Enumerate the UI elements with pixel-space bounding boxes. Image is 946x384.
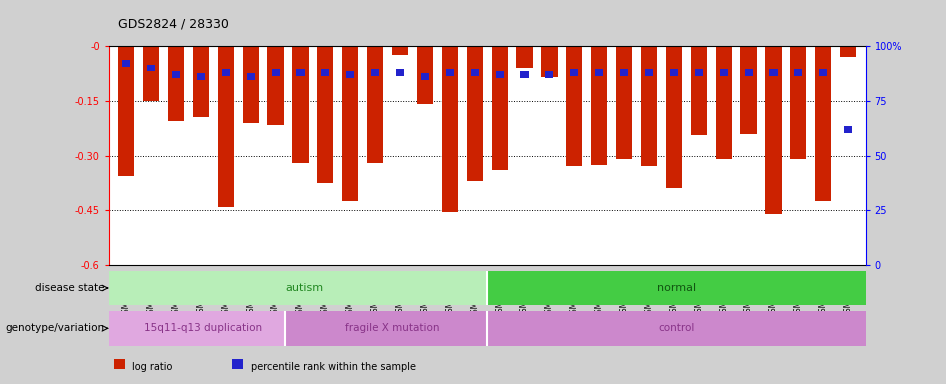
Bar <box>790 46 806 159</box>
Bar <box>520 71 529 78</box>
Bar <box>541 46 557 77</box>
Bar <box>109 271 487 305</box>
Bar <box>272 69 280 76</box>
Bar <box>122 60 131 67</box>
Bar <box>292 46 308 163</box>
Bar <box>417 46 433 104</box>
Bar <box>819 69 828 76</box>
Bar <box>442 46 458 212</box>
Bar <box>765 46 781 214</box>
Bar <box>691 46 707 136</box>
Bar <box>346 71 355 78</box>
Bar <box>143 46 159 101</box>
Bar <box>296 69 305 76</box>
Bar <box>645 69 653 76</box>
Text: 15q11-q13 duplication: 15q11-q13 duplication <box>145 323 262 333</box>
Bar <box>567 46 583 167</box>
Bar <box>371 69 379 76</box>
Bar <box>242 46 259 123</box>
Bar <box>396 69 404 76</box>
Bar <box>168 46 184 121</box>
Bar <box>446 69 454 76</box>
Bar <box>815 46 832 201</box>
Bar <box>268 46 284 124</box>
Bar <box>591 46 607 165</box>
Bar <box>496 71 503 78</box>
Bar <box>392 46 408 55</box>
Bar <box>172 71 180 78</box>
Text: disease state: disease state <box>35 283 104 293</box>
Bar <box>670 69 678 76</box>
Text: fragile X mutation: fragile X mutation <box>345 323 440 333</box>
Text: GDS2824 / 28330: GDS2824 / 28330 <box>118 18 229 31</box>
Bar <box>193 46 209 117</box>
Bar <box>466 46 482 181</box>
Bar <box>840 46 856 57</box>
Bar <box>218 46 234 207</box>
Bar <box>720 69 727 76</box>
Bar <box>471 69 479 76</box>
Bar <box>741 46 757 134</box>
Bar <box>197 73 205 80</box>
Text: autism: autism <box>286 283 324 293</box>
Text: percentile rank within the sample: percentile rank within the sample <box>251 362 415 372</box>
Bar <box>616 46 632 159</box>
Bar <box>221 69 230 76</box>
Bar <box>421 73 429 80</box>
Bar <box>487 271 866 305</box>
Bar <box>342 46 359 201</box>
Bar <box>694 69 703 76</box>
Bar <box>745 69 753 76</box>
Bar <box>517 46 533 68</box>
Text: control: control <box>658 323 694 333</box>
Bar <box>322 69 329 76</box>
Bar <box>367 46 383 163</box>
Bar <box>595 69 604 76</box>
Bar <box>795 69 802 76</box>
Bar <box>769 69 778 76</box>
Text: genotype/variation: genotype/variation <box>5 323 104 333</box>
Bar <box>570 69 578 76</box>
Bar <box>286 311 487 346</box>
Bar <box>492 46 508 170</box>
Bar <box>666 46 682 189</box>
Bar <box>487 311 866 346</box>
Text: normal: normal <box>657 283 696 293</box>
Bar <box>546 71 553 78</box>
Bar <box>109 311 286 346</box>
Bar <box>147 65 155 71</box>
Bar <box>247 73 254 80</box>
Bar <box>620 69 628 76</box>
Text: log ratio: log ratio <box>132 362 173 372</box>
Bar <box>641 46 657 167</box>
Bar <box>317 46 333 183</box>
Bar <box>118 46 134 175</box>
Bar <box>715 46 732 159</box>
Bar <box>844 126 852 132</box>
